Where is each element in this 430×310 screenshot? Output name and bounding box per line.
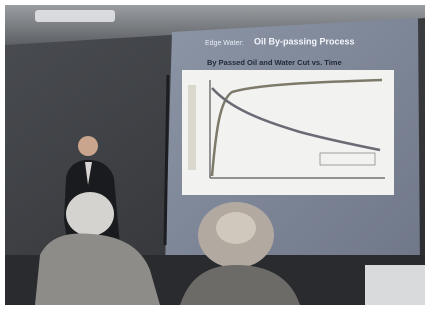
ceiling-light xyxy=(35,10,115,22)
photo: Edge Water: Oil By-passing Process By Pa… xyxy=(0,0,430,310)
slide-title: Oil By-passing Process xyxy=(254,36,355,46)
chart-ylabel-blur xyxy=(188,85,196,170)
presenter-head xyxy=(78,136,98,156)
laptop xyxy=(365,265,425,305)
page: {"slide": {"title_prefix": "Edge Water:"… xyxy=(0,0,430,310)
slide-subtitle: By Passed Oil and Water Cut vs. Time xyxy=(207,58,342,67)
slide-title-prefix: Edge Water: xyxy=(205,40,244,47)
audience-scalp xyxy=(216,212,256,244)
audience-head xyxy=(66,192,114,236)
